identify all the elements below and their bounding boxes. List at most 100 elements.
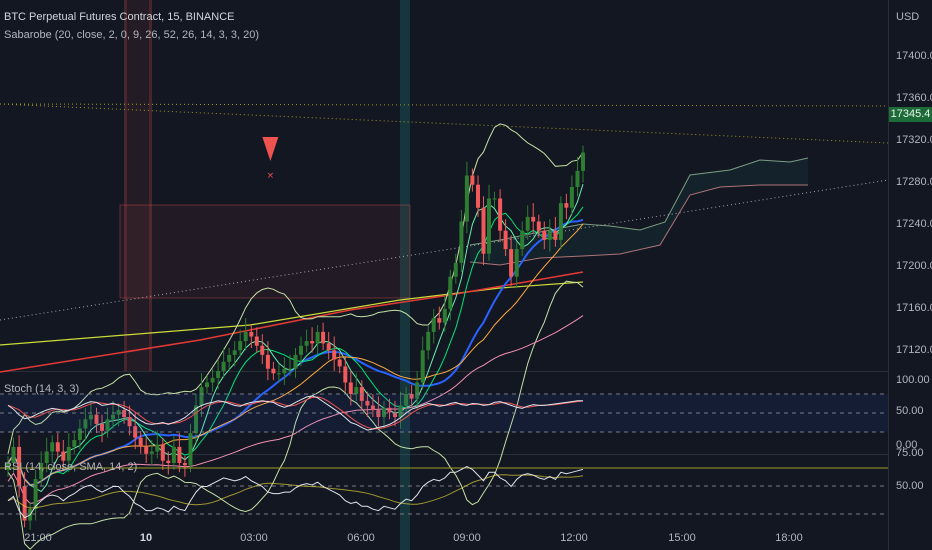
rsi-legend[interactable]: RSI (14, close, SMA, 14, 2)	[4, 461, 138, 473]
price-axis-tick: 17320.0	[896, 134, 932, 146]
candle-body	[487, 198, 491, 254]
ma-26	[7, 223, 584, 486]
price-zone-box	[119, 204, 411, 299]
candle-body	[188, 433, 193, 466]
candle-body	[100, 423, 104, 431]
time-axis-tick: 21:00	[24, 532, 52, 544]
candle-body	[116, 410, 121, 415]
candle-body	[476, 184, 480, 208]
candle-body	[553, 230, 558, 240]
candle-body	[470, 175, 475, 185]
price-axis-tick: 17120.0	[896, 344, 932, 356]
candle-body	[431, 318, 436, 332]
candle-body	[6, 463, 10, 470]
session-band	[124, 0, 152, 371]
candle-body	[498, 198, 503, 231]
resistance-dotted-line	[0, 103, 889, 107]
candle-body	[39, 463, 44, 480]
candle-body	[155, 444, 160, 452]
candle-body	[542, 230, 547, 240]
candle-body	[72, 440, 77, 447]
candle-body	[569, 187, 574, 208]
cloud-upper-edge	[469, 157, 809, 246]
candle-body	[315, 331, 320, 344]
candle-body	[55, 442, 60, 452]
candle-body	[160, 444, 165, 461]
candle-body	[144, 446, 149, 454]
stoch-axis-50: 50.00	[896, 405, 924, 417]
candle-body	[492, 198, 497, 200]
candle-body	[464, 175, 469, 222]
candle-body	[282, 368, 287, 374]
candle-body	[11, 446, 16, 463]
price-axis-tick: 17280.0	[896, 176, 932, 188]
candle-body	[382, 407, 386, 417]
candle-body	[194, 405, 198, 434]
currency-label: USD	[896, 11, 920, 23]
candle-body	[238, 341, 243, 351]
candle-body	[525, 216, 530, 231]
candle-body	[558, 203, 563, 240]
candle-body	[481, 207, 486, 254]
candle-body	[227, 354, 232, 362]
candle-body	[376, 410, 381, 417]
trend-dotted-line	[0, 103, 889, 144]
session-band-edge	[149, 0, 152, 371]
candle-body	[415, 382, 420, 399]
candle-body	[409, 394, 414, 399]
candle-body	[44, 451, 49, 463]
candle-body	[166, 460, 171, 463]
stoch-legend[interactable]: Stoch (14, 3, 3)	[4, 383, 80, 395]
price-axis-tick: 17160.0	[896, 302, 932, 314]
candle-body	[365, 400, 370, 406]
candle-body	[133, 426, 138, 438]
candle-body	[243, 331, 248, 342]
ma-50	[7, 315, 584, 505]
indicator-legend[interactable]: Sabarobe (20, close, 2, 0, 9, 26, 52, 26…	[4, 29, 260, 41]
session-band-green	[400, 0, 410, 550]
rsi-axis-50: 50.00	[896, 480, 924, 492]
candle-body	[514, 249, 519, 277]
candle-body	[171, 446, 176, 463]
candle-body	[94, 414, 99, 424]
candle-body	[426, 331, 431, 351]
candle-body	[254, 336, 259, 346]
candle-body	[326, 343, 331, 351]
candle-body	[210, 377, 215, 383]
candle-body	[276, 373, 281, 375]
sell-signal-mark: ×	[267, 171, 275, 181]
candle-body	[232, 350, 237, 355]
candle-body	[127, 417, 132, 427]
candle-body	[343, 366, 348, 383]
candle-body	[509, 249, 514, 277]
candle-body	[304, 341, 309, 346]
candle-body	[61, 451, 66, 461]
candle-body	[370, 405, 375, 411]
candle-body	[453, 262, 458, 277]
candle-body	[437, 318, 442, 323]
candle-body	[536, 221, 541, 231]
candle-body	[393, 412, 397, 417]
candle-body	[77, 428, 82, 440]
candle-body	[575, 170, 580, 187]
session-band-edge	[124, 0, 127, 371]
candle-body	[221, 361, 226, 371]
candle-body	[199, 387, 204, 406]
candle-body	[33, 479, 38, 509]
candle-body	[420, 350, 425, 383]
candle-body	[564, 203, 569, 208]
candle-body	[293, 354, 298, 369]
candle-body	[260, 345, 265, 355]
candle-body	[398, 405, 403, 417]
candle-body	[122, 410, 127, 417]
candle-body	[149, 451, 154, 454]
candle-body	[348, 382, 353, 394]
candle-body	[387, 407, 392, 413]
long-ma-yellow	[0, 281, 584, 346]
price-axis-tick: 17200.0	[896, 260, 932, 272]
candle-body	[216, 371, 221, 378]
candle-body	[177, 446, 182, 463]
candle-body	[503, 230, 508, 250]
